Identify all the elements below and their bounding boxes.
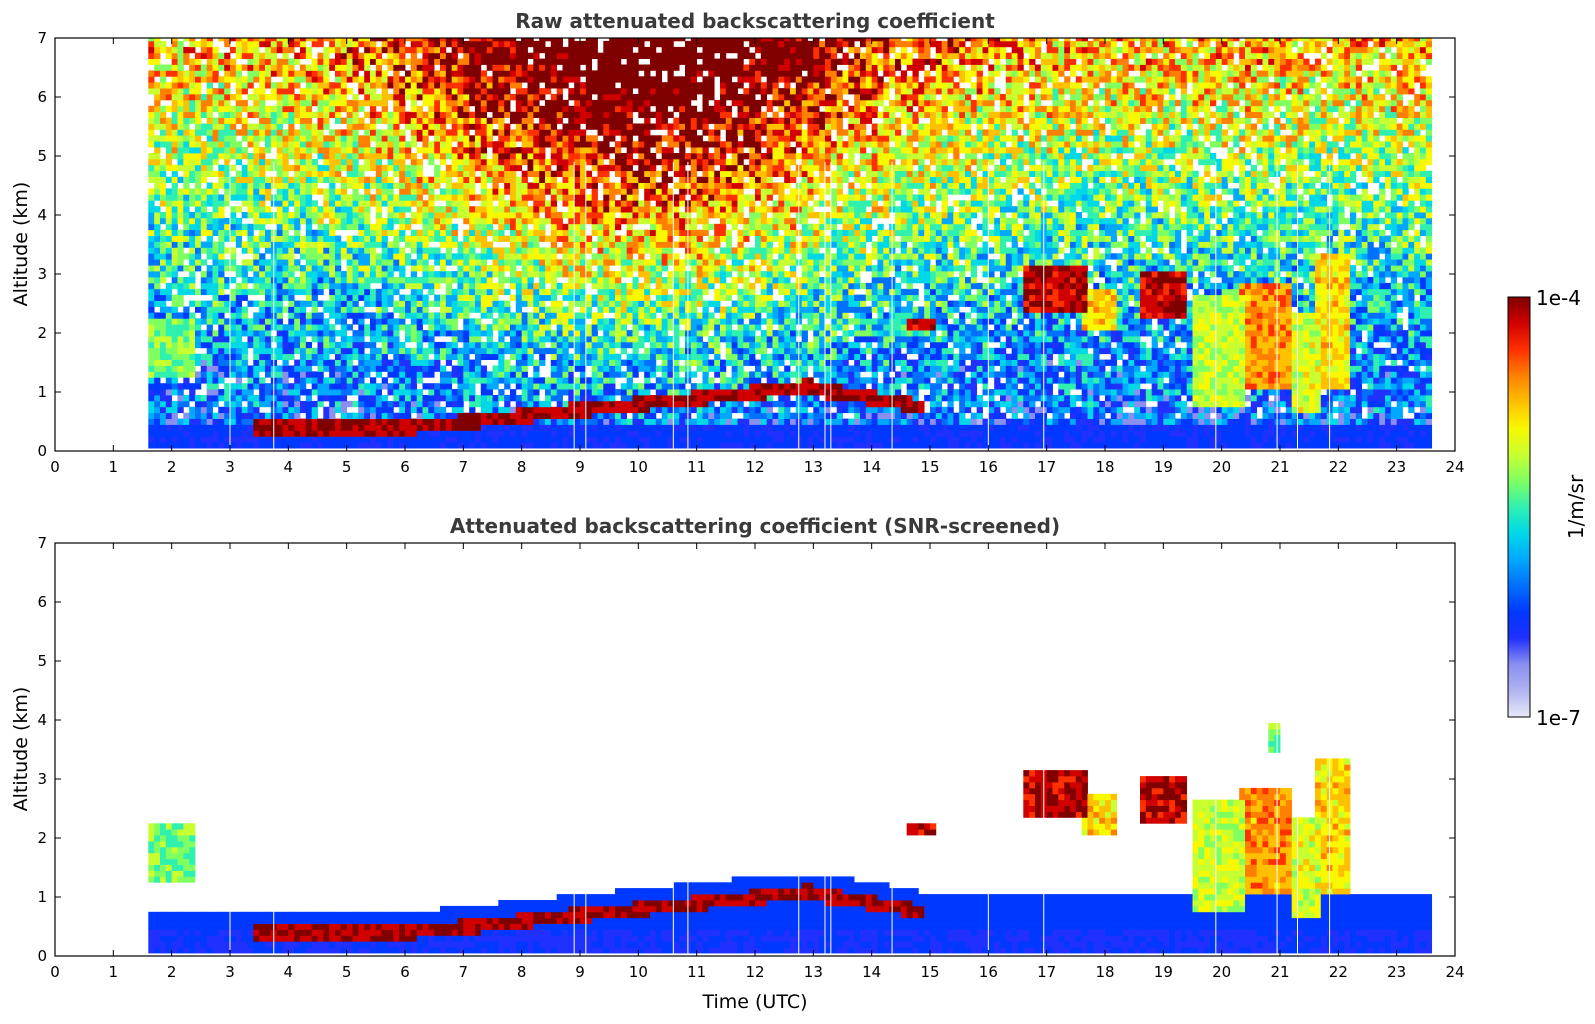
x-tick-label: 11 <box>687 458 706 476</box>
x-tick-label: 24 <box>1445 963 1464 981</box>
panel-raw-backscatter: Raw attenuated backscattering coefficien… <box>10 9 1465 476</box>
y-tick-label: 5 <box>37 147 47 165</box>
panel-1-ylabel: Altitude (km) <box>10 182 32 307</box>
x-tick-label: 18 <box>1095 458 1114 476</box>
x-tick-label: 19 <box>1154 458 1173 476</box>
x-tick-label: 11 <box>687 963 706 981</box>
colorbar-max-label: 1e-4 <box>1536 286 1581 310</box>
x-tick-label: 23 <box>1387 963 1406 981</box>
x-tick-label: 17 <box>1037 458 1056 476</box>
x-tick-label: 5 <box>342 458 352 476</box>
x-tick-label: 2 <box>167 963 177 981</box>
x-tick-label: 10 <box>629 963 648 981</box>
y-tick-label: 0 <box>37 442 47 460</box>
y-tick-label: 7 <box>37 29 47 47</box>
x-tick-label: 14 <box>862 963 881 981</box>
colorbar-min-label: 1e-7 <box>1536 706 1581 730</box>
y-tick-label: 3 <box>37 265 47 283</box>
x-tick-label: 8 <box>517 458 527 476</box>
x-tick-label: 20 <box>1212 963 1231 981</box>
x-tick-label: 22 <box>1329 963 1348 981</box>
y-tick-label: 1 <box>37 888 47 906</box>
y-tick-label: 2 <box>37 829 47 847</box>
x-tick-label: 13 <box>804 963 823 981</box>
x-tick-label: 7 <box>459 458 469 476</box>
x-tick-label: 1 <box>109 963 119 981</box>
x-tick-label: 0 <box>50 458 60 476</box>
x-tick-label: 5 <box>342 963 352 981</box>
x-tick-label: 22 <box>1329 458 1348 476</box>
x-tick-label: 0 <box>50 963 60 981</box>
x-tick-label: 21 <box>1270 963 1289 981</box>
y-tick-label: 3 <box>37 770 47 788</box>
x-tick-label: 16 <box>979 963 998 981</box>
x-tick-label: 20 <box>1212 458 1231 476</box>
x-tick-label: 21 <box>1270 458 1289 476</box>
x-tick-label: 1 <box>109 458 119 476</box>
y-tick-label: 0 <box>37 947 47 965</box>
x-tick-label: 8 <box>517 963 527 981</box>
x-tick-label: 16 <box>979 458 998 476</box>
x-tick-label: 9 <box>575 458 585 476</box>
y-tick-label: 2 <box>37 324 47 342</box>
x-tick-label: 6 <box>400 458 410 476</box>
panel-2-ylabel: Altitude (km) <box>10 687 32 812</box>
x-tick-label: 6 <box>400 963 410 981</box>
y-tick-label: 4 <box>37 711 47 729</box>
x-tick-label: 24 <box>1445 458 1464 476</box>
y-tick-label: 7 <box>37 534 47 552</box>
panel-1-plot-area <box>148 35 1432 451</box>
y-tick-label: 6 <box>37 593 47 611</box>
x-tick-label: 18 <box>1095 963 1114 981</box>
x-tick-label: 10 <box>629 458 648 476</box>
x-tick-label: 3 <box>225 963 235 981</box>
x-tick-label: 13 <box>804 458 823 476</box>
x-axis-label: Time (UTC) <box>701 991 807 1013</box>
y-tick-label: 4 <box>37 206 47 224</box>
x-tick-label: 23 <box>1387 458 1406 476</box>
y-tick-label: 1 <box>37 383 47 401</box>
x-tick-label: 17 <box>1037 963 1056 981</box>
colorbar: 1e-4 1e-7 1/m/sr <box>1508 286 1588 730</box>
x-tick-label: 15 <box>920 458 939 476</box>
colorbar-gradient <box>1508 297 1530 717</box>
x-tick-label: 7 <box>459 963 469 981</box>
panel-2-title: Attenuated backscattering coefficient (S… <box>450 514 1060 538</box>
x-tick-label: 2 <box>167 458 177 476</box>
y-tick-label: 6 <box>37 88 47 106</box>
colorbar-unit-label: 1/m/sr <box>1564 474 1588 539</box>
x-tick-label: 9 <box>575 963 585 981</box>
x-tick-label: 4 <box>284 963 294 981</box>
x-tick-label: 19 <box>1154 963 1173 981</box>
panel-2-plot-area <box>148 667 1432 956</box>
panel-1-title: Raw attenuated backscattering coefficien… <box>515 9 995 33</box>
panel-snr-screened: Attenuated backscattering coefficient (S… <box>10 514 1465 1013</box>
x-tick-label: 15 <box>920 963 939 981</box>
x-tick-label: 3 <box>225 458 235 476</box>
y-tick-label: 5 <box>37 652 47 670</box>
x-tick-label: 14 <box>862 458 881 476</box>
x-tick-label: 12 <box>745 458 764 476</box>
x-tick-label: 12 <box>745 963 764 981</box>
x-tick-label: 4 <box>284 458 294 476</box>
